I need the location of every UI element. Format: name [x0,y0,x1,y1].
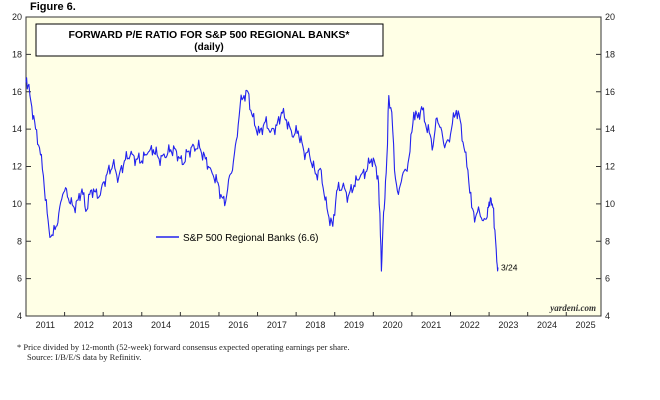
y-axis-left: 4 6 8 10 12 14 16 18 20 [12,12,31,321]
x-tick-label: 2013 [112,320,132,330]
y-tick-label-left: 18 [12,49,22,59]
y-tick-label-right: 14 [605,124,615,134]
x-tick-label: 2019 [344,320,364,330]
footnote: * Price divided by 12-month (52-week) fo… [17,342,350,362]
legend-label: S&P 500 Regional Banks (6.6) [183,233,318,244]
footnote-line-2: Source: I/B/E/S data by Refinitiv. [27,352,142,362]
watermark: yardeni.com [549,303,596,313]
y-tick-label-right: 4 [605,311,610,321]
title-box [35,23,384,57]
y-tick-label-right: 12 [605,162,615,172]
y-tick-label-left: 16 [12,87,22,97]
y-tick-label-right: 6 [605,274,610,284]
y-tick-label-left: 14 [12,124,22,134]
x-tick-label: 2018 [305,320,325,330]
y-tick-label-left: 12 [12,162,22,172]
footnote-line-1: * Price divided by 12-month (52-week) fo… [17,342,350,352]
x-tick-label: 2015 [190,320,210,330]
chart-title: FORWARD P/E RATIO FOR S&P 500 REGIONAL B… [68,29,350,41]
x-tick-label: 2016 [228,320,248,330]
y-tick-label-left: 8 [17,236,22,246]
x-tick-label: 2024 [537,320,557,330]
y-tick-label-right: 10 [605,199,615,209]
y-tick-label-left: 6 [17,274,22,284]
x-tick-label: 2014 [151,320,171,330]
y-axis-right: 4 6 8 10 12 14 16 18 20 [596,12,615,321]
x-tick-label: 2021 [421,320,441,330]
y-tick-label-right: 16 [605,87,615,97]
y-tick-label-left: 10 [12,199,22,209]
x-axis: 2011 2012 2013 2014 2015 2016 2017 2018 2019 2020… [36,312,596,330]
x-tick-label: 2017 [267,320,287,330]
y-tick-label-right: 18 [605,49,615,59]
series-line-regional-banks [25,77,499,272]
y-tick-label-right: 8 [605,236,610,246]
y-tick-label-left: 4 [17,311,22,321]
x-tick-label: 2022 [460,320,480,330]
y-tick-label-left: 20 [12,12,22,22]
x-tick-label: 2025 [576,320,596,330]
chart-subtitle: (daily) [194,42,223,53]
x-tick-label: 2020 [383,320,403,330]
figure-label: Figure 6. [30,1,76,13]
x-tick-label: 2011 [36,320,55,330]
y-tick-label-right: 20 [605,12,615,22]
x-tick-label: 2012 [74,320,94,330]
x-tick-label: 2023 [498,320,518,330]
end-date-label: 3/24 [501,262,518,272]
